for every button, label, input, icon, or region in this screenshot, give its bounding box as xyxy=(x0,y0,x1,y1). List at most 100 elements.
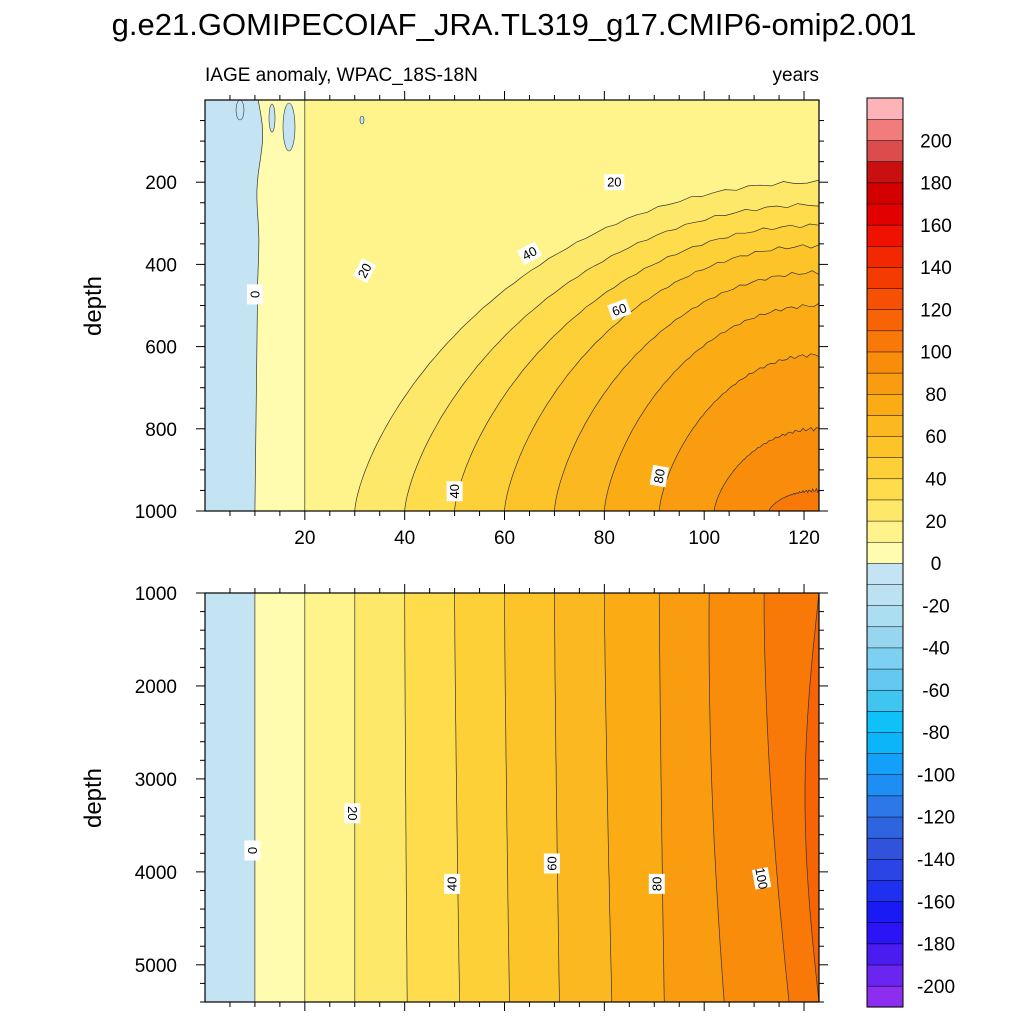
colorbar-label: 140 xyxy=(920,258,952,279)
lower-contour-label: 40 xyxy=(444,873,461,894)
colorbar-label: -200 xyxy=(917,977,955,998)
upper-isoline-0 xyxy=(254,100,263,511)
colorbar-label: -40 xyxy=(922,639,949,660)
lower-contour-label-bg xyxy=(543,853,560,874)
lower-contour-lines xyxy=(254,593,819,1002)
colorbar-label: 40 xyxy=(925,470,946,491)
upper-contour-label: 20 xyxy=(352,258,377,284)
lower-isoline-50 xyxy=(504,593,510,1002)
lower-contour-label: 0 xyxy=(244,840,261,861)
upper-surface-patches xyxy=(235,100,365,152)
colorbar-swatch xyxy=(866,753,904,776)
colorbar-swatch xyxy=(866,626,904,649)
colorbar-swatch xyxy=(866,435,904,458)
colorbar-label: -120 xyxy=(917,808,955,829)
lower-band-110 xyxy=(805,593,819,1002)
lower-y-tick-label: 3000 xyxy=(135,770,177,791)
upper-contour-label-text: 20 xyxy=(607,175,621,190)
lower-y-tick-label: 2000 xyxy=(135,677,177,698)
lower-contour-label-bg xyxy=(444,873,461,894)
colorbar-swatch xyxy=(866,668,904,691)
lower-contour-label-text: 60 xyxy=(544,856,559,870)
colorbar-swatch xyxy=(866,837,904,860)
upper-isoline-90 xyxy=(713,427,819,511)
upper-contour-label-text: 20 xyxy=(355,261,375,281)
upper-surface-patch xyxy=(282,102,296,152)
upper-isoline-100 xyxy=(768,487,819,511)
upper-contour-label-bg xyxy=(607,298,632,321)
upper-surface-patch xyxy=(359,115,365,125)
upper-x-tick-label: 60 xyxy=(494,528,515,549)
colorbar-swatch xyxy=(866,97,904,120)
upper-contour-label-text: 80 xyxy=(651,468,668,485)
lower-isoline-40 xyxy=(454,593,460,1002)
upper-contour-label-bg xyxy=(446,481,463,502)
upper-y-tick-label: 400 xyxy=(145,255,177,276)
colorbar-swatch xyxy=(866,583,904,606)
colorbar-swatch xyxy=(866,816,904,839)
colorbar-swatch xyxy=(866,922,904,945)
lower-contour-label-text: 0 xyxy=(245,847,260,854)
lower-filled-contours xyxy=(205,593,819,1002)
colorbar-swatch xyxy=(866,605,904,628)
colorbar-swatch xyxy=(866,731,904,754)
colorbar-label: 100 xyxy=(920,343,952,364)
lower-isoline-70 xyxy=(603,593,613,1002)
lower-contour-label: 20 xyxy=(344,803,361,824)
lower-contour-label-bg xyxy=(648,873,665,894)
colorbar-label: -160 xyxy=(917,892,955,913)
colorbar-label: -20 xyxy=(922,596,949,617)
colorbar-label: 80 xyxy=(925,385,946,406)
colorbar-swatch xyxy=(866,245,904,268)
lower-contour-label: 100 xyxy=(751,866,772,890)
lower-y-axis-label: depth xyxy=(80,768,107,828)
lower-contour-label-bg xyxy=(244,840,261,861)
lower-contour-label-text: 80 xyxy=(649,877,664,891)
upper-contour-label-text: 0 xyxy=(247,291,262,298)
upper-y-tick-label: 600 xyxy=(145,338,177,359)
colorbar-swatch xyxy=(866,288,904,310)
lower-isoline-80 xyxy=(658,593,665,1002)
upper-x-tick-label: 120 xyxy=(788,528,820,549)
lower-isoline-30 xyxy=(404,593,408,1002)
upper-isoline-80 xyxy=(658,353,819,511)
colorbar-labels: -200-180-160-140-120-100-80-60-40-200204… xyxy=(917,131,955,998)
colorbar-swatch xyxy=(866,647,904,670)
upper-x-tick-label: 100 xyxy=(688,528,720,549)
upper-contour-label-bg xyxy=(516,241,543,266)
colorbar-swatch xyxy=(866,161,904,184)
colorbar-swatch xyxy=(866,330,904,353)
colorbar-swatch xyxy=(866,795,904,818)
colorbar-swatch xyxy=(866,457,904,480)
upper-isoline-30 xyxy=(404,203,819,511)
colorbar-label: -60 xyxy=(922,681,949,702)
upper-subtitle-left: IAGE anomaly, WPAC_18S-18N xyxy=(205,65,478,86)
colorbar-swatch xyxy=(866,478,904,501)
upper-contour-label: 60 xyxy=(607,298,632,321)
colorbar-label: 160 xyxy=(920,216,952,237)
upper-isoline-60 xyxy=(554,270,819,511)
upper-y-tick-label: 1000 xyxy=(135,502,177,523)
upper-isoline-20 xyxy=(354,179,819,511)
colorbar: -200-180-160-140-120-100-80-60-40-200204… xyxy=(866,97,955,1008)
upper-contour-labels: 0 20 20 40 40 60 80 xyxy=(246,174,669,502)
colorbar-label: -100 xyxy=(917,766,955,787)
colorbar-label: 180 xyxy=(920,174,952,195)
lower-y-tick-label: 5000 xyxy=(135,956,177,977)
colorbar-swatch xyxy=(866,224,904,247)
upper-band-100 xyxy=(769,488,819,511)
upper-isoline-70 xyxy=(603,303,819,511)
colorbar-swatch xyxy=(866,414,904,437)
colorbar-swatch xyxy=(866,879,904,902)
upper-contour-label: 20 xyxy=(604,174,625,191)
lower-panel: 0 20 40 60 80 100 1000 2000 3000 4000 5000 depth xyxy=(80,584,828,1011)
colorbar-swatch xyxy=(866,520,904,543)
upper-contour-label: 80 xyxy=(649,464,669,488)
upper-contour-lines xyxy=(254,100,819,511)
upper-y-axis-label: depth xyxy=(80,276,107,336)
colorbar-swatch xyxy=(866,710,904,733)
colorbar-swatch xyxy=(866,774,904,797)
upper-isoline-40 xyxy=(454,223,819,511)
colorbar-swatch xyxy=(866,309,904,332)
